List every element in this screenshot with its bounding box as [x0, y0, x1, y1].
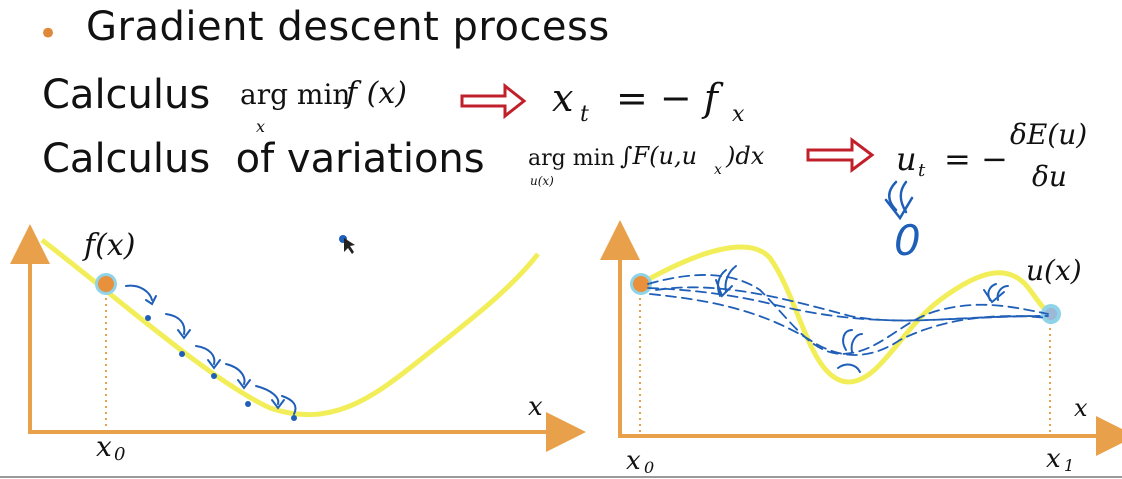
- row2-argmin: arg min: [528, 146, 615, 171]
- left-x0-label: x: [96, 430, 112, 463]
- row2-label: Calculus of variations: [42, 136, 485, 182]
- right-plot: [600, 220, 1122, 456]
- row2-argmin-sub: u(x): [530, 174, 554, 188]
- row2-lhs: u: [896, 140, 917, 178]
- row2-integral: ∫F(u,u: [620, 142, 698, 170]
- right-handwritten-arrows: [715, 265, 1009, 373]
- row1-rhs: = − f: [616, 76, 718, 120]
- slide-title: Gradient descent process: [86, 4, 610, 50]
- row1-function: f (x): [346, 76, 407, 111]
- right-start-point: [633, 276, 649, 292]
- row1-label: Calculus: [42, 72, 211, 118]
- right-x0-label: x: [626, 446, 641, 476]
- implication-arrow-row1: [460, 82, 527, 120]
- left-descent-strokes: [125, 284, 297, 415]
- row2-eq: = −: [944, 140, 1008, 178]
- row1-argmin-sub: x: [256, 117, 266, 136]
- row1-lhs-sub: t: [580, 102, 589, 127]
- right-evolving-curves: [647, 274, 1049, 356]
- row1-rhs-sub: x: [732, 102, 745, 127]
- row1-lhs: x: [552, 76, 574, 120]
- left-x-axis-label: x: [528, 392, 543, 422]
- row2-integral-sub: x: [714, 162, 722, 178]
- left-plot: [10, 224, 586, 452]
- handwritten-zero: 0: [894, 216, 921, 265]
- right-x1-label: x: [1046, 444, 1061, 474]
- left-x0-sub: 0: [114, 444, 126, 465]
- right-x0-sub: 0: [644, 458, 655, 477]
- row2-denominator: δu: [1032, 160, 1067, 193]
- row2-numerator: δE(u): [1010, 118, 1088, 151]
- right-x-axis-label: x: [1074, 394, 1088, 422]
- row1-argmin: arg min: [240, 78, 351, 111]
- left-curve-label: f(x): [84, 228, 136, 263]
- left-descent-dots: [145, 315, 297, 421]
- row2-lhs-sub: t: [918, 160, 926, 181]
- bullet-dot: •: [38, 14, 59, 54]
- mouse-cursor-icon: [344, 238, 355, 254]
- right-end-point: [1045, 308, 1057, 320]
- left-curve: [40, 238, 540, 418]
- handwritten-down-arrow: [884, 180, 914, 221]
- right-curve-label: u(x): [1026, 254, 1082, 287]
- left-start-point: [98, 276, 114, 292]
- right-x1-sub: 1: [1064, 456, 1075, 475]
- implication-arrow-row2: [806, 137, 875, 173]
- row2-integral-tail: )dx: [726, 142, 765, 170]
- right-curve: [638, 244, 1054, 385]
